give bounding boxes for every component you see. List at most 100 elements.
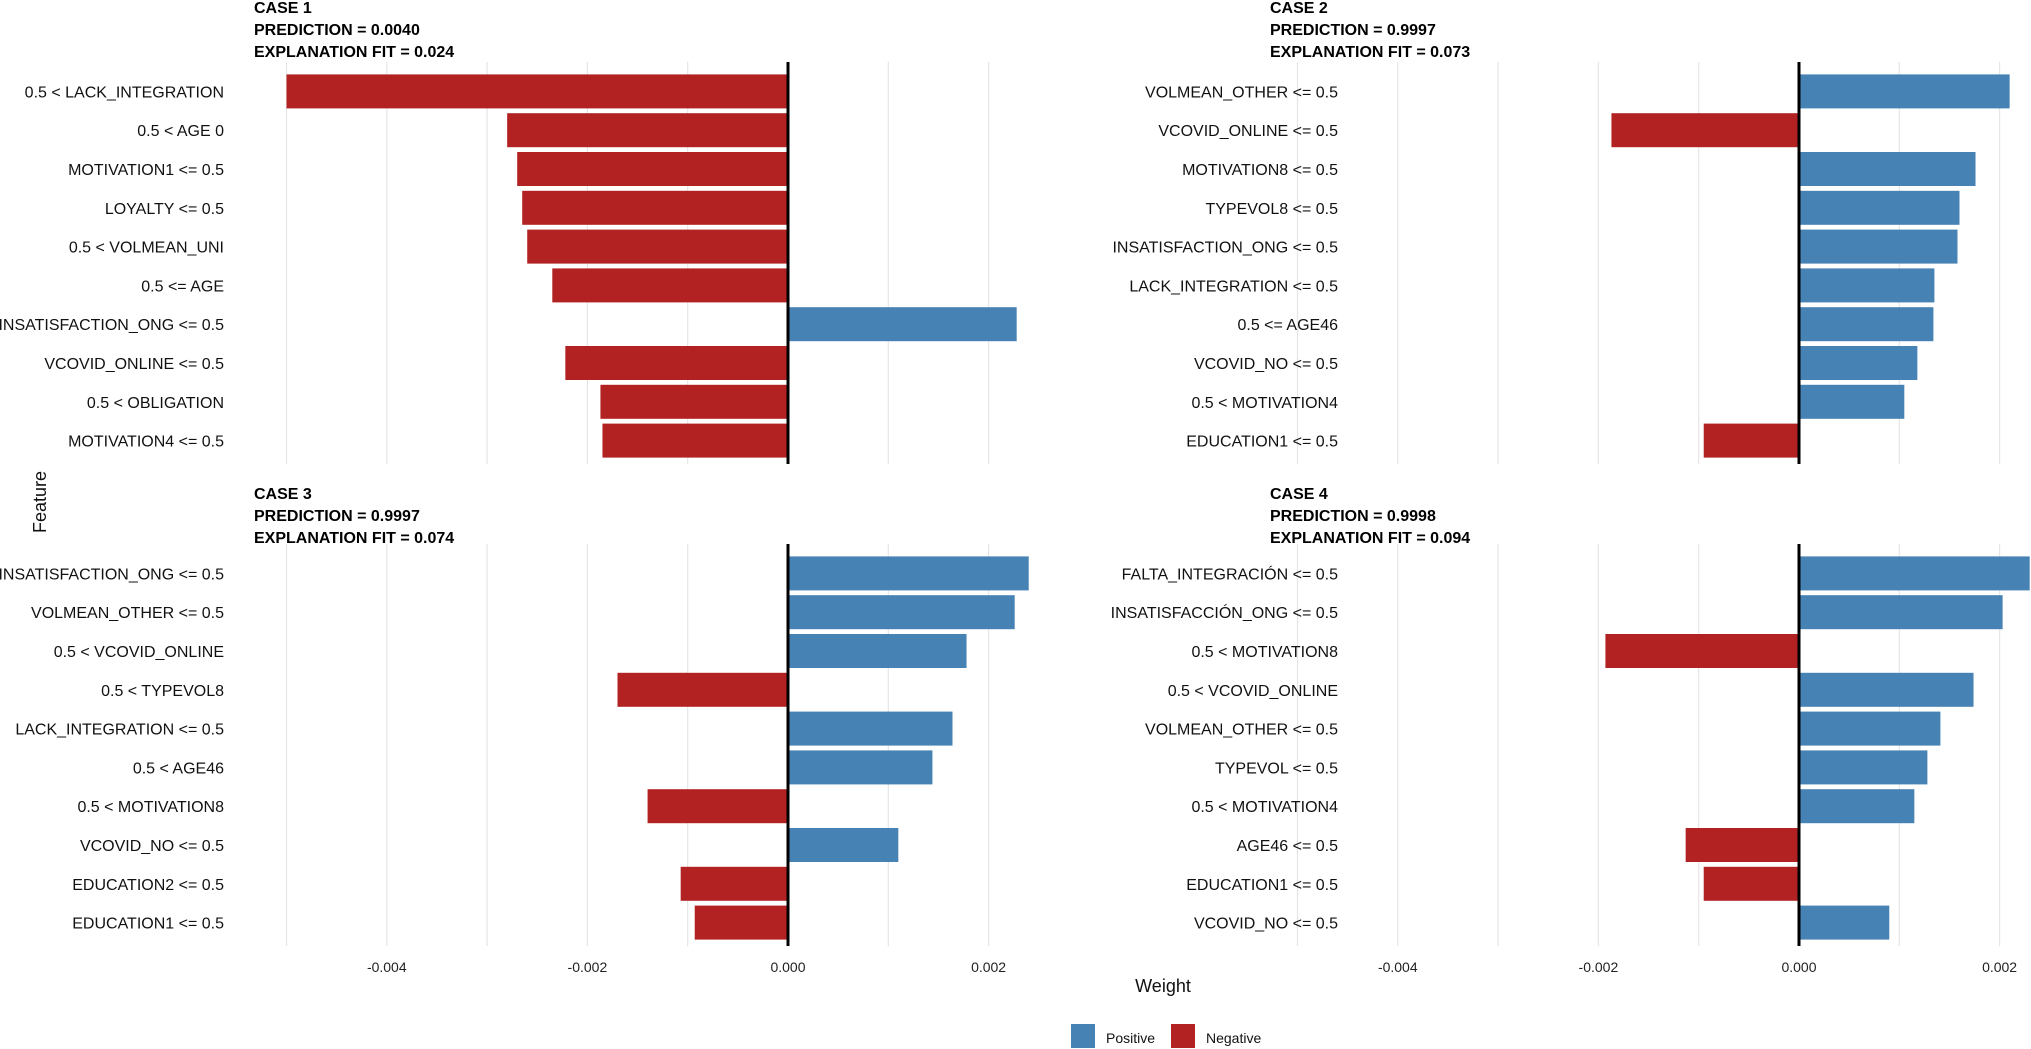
bar-positive [1799, 229, 1958, 264]
bar-positive [1799, 190, 1960, 225]
bar-positive [788, 750, 933, 785]
category-label: LACK_INTEGRATION <= 0.5 [1129, 278, 1338, 295]
panel-2-title-line-2: PREDICTION = 0.9997 [1270, 22, 1436, 39]
panel-4-title-line-3: EXPLANATION FIT = 0.094 [1270, 530, 1470, 547]
category-label: LOYALTY <= 0.5 [105, 201, 224, 218]
category-label: 0.5 < MOTIVATION8 [1191, 644, 1338, 661]
bar-positive [1799, 152, 1976, 186]
panel-4-title-line-1: CASE 4 [1270, 486, 1328, 503]
category-label: 0.5 <= AGE46 [1237, 317, 1338, 334]
category-label: 0.5 < MOTIVATION4 [1191, 799, 1338, 816]
panel-3-plot: INSATISFACTION_ONG <= 0.5 VOLMEAN_OTHER <… [0, 544, 1029, 975]
category-label: TYPEVOL8 <= 0.5 [1205, 201, 1338, 218]
bar-positive [1799, 750, 1928, 785]
panel-3-title-line-1: CASE 3 [254, 486, 312, 503]
legend-label-negative: Negative [1206, 1030, 1261, 1046]
bar-positive [788, 595, 1015, 630]
bar-positive [788, 556, 1029, 591]
category-label: VCOVID_ONLINE <= 0.5 [1158, 123, 1338, 140]
bar-negative [647, 789, 788, 824]
bar-negative [1605, 634, 1799, 668]
bar-positive [1799, 74, 2010, 109]
legend: Positive Negative [1071, 1024, 1261, 1048]
category-label: INSATISFACTION_ONG <= 0.5 [0, 317, 224, 334]
category-label: 0.5 < VCOVID_ONLINE [1168, 683, 1338, 700]
panel-1-plot: 0.5 < LACK_INTEGRATION 0.5 < AGE 0 MOTIVAT… [0, 62, 1017, 464]
category-label: LACK_INTEGRATION <= 0.5 [15, 722, 224, 739]
category-label: MOTIVATION8 <= 0.5 [1182, 162, 1338, 179]
panel-case-3: CASE 3 PREDICTION = 0.9997 EXPLANATION F… [254, 486, 454, 547]
bar-positive [1799, 346, 1918, 380]
bar-negative [1611, 113, 1799, 148]
bar-negative [602, 423, 788, 458]
bar-negative [286, 74, 788, 109]
bar-negative [1703, 423, 1799, 458]
category-label: VCOVID_NO <= 0.5 [1194, 916, 1338, 933]
panel-case-4: CASE 4 PREDICTION = 0.9998 EXPLANATION F… [1270, 486, 1470, 547]
panel-3-title-line-2: PREDICTION = 0.9997 [254, 508, 420, 525]
category-label: VOLMEAN_OTHER <= 0.5 [1145, 722, 1338, 739]
category-label: 0.5 < MOTIVATION4 [1191, 395, 1338, 412]
category-label: 0.5 < AGE46 [133, 760, 224, 777]
bar-positive [1799, 595, 2003, 630]
bar-positive [788, 307, 1017, 342]
category-label: INSATISFACTION_ONG <= 0.5 [0, 566, 224, 583]
category-label: 0.5 < TYPEVOL8 [101, 683, 224, 700]
category-label: VOLMEAN_OTHER <= 0.5 [1145, 84, 1338, 101]
category-label: 0.5 < OBLIGATION [87, 395, 224, 412]
bar-negative [527, 229, 788, 264]
category-label: VOLMEAN_OTHER <= 0.5 [31, 605, 224, 622]
bar-positive [788, 634, 967, 668]
bar-positive [1799, 672, 1974, 707]
category-label: VCOVID_NO <= 0.5 [80, 838, 224, 855]
bar-positive [1799, 384, 1905, 419]
category-label: INSATISFACTION_ONG <= 0.5 [1112, 240, 1338, 257]
x-tick-label: 0.002 [1982, 959, 2017, 975]
panel-case-2: CASE 2 PREDICTION = 0.9997 EXPLANATION F… [1270, 0, 1470, 61]
bar-negative [1685, 828, 1799, 862]
category-label: 0.5 <= AGE [141, 278, 224, 295]
category-label: AGE46 <= 0.5 [1237, 838, 1339, 855]
legend-label-positive: Positive [1106, 1030, 1155, 1046]
bar-positive [788, 711, 953, 746]
bar-positive [1799, 307, 1934, 342]
panel-2-title-line-3: EXPLANATION FIT = 0.073 [1270, 44, 1470, 61]
panel-1-title-line-3: EXPLANATION FIT = 0.024 [254, 44, 454, 61]
panel-2-plot: VOLMEAN_OTHER <= 0.5 VCOVID_ONLINE <= 0.5… [1112, 62, 2010, 464]
x-axis-title: Weight [1135, 976, 1191, 996]
bar-positive [1799, 268, 1935, 303]
x-tick-label: -0.002 [568, 959, 608, 975]
category-label: MOTIVATION4 <= 0.5 [68, 434, 224, 451]
bar-negative [522, 190, 788, 225]
category-label: 0.5 < MOTIVATION8 [77, 799, 224, 816]
category-label: VCOVID_NO <= 0.5 [1194, 356, 1338, 373]
panel-4-title-line-2: PREDICTION = 0.9998 [1270, 508, 1436, 525]
bar-negative [1703, 866, 1799, 901]
bar-negative [517, 152, 788, 186]
legend-swatch-negative [1171, 1024, 1195, 1048]
y-axis-title: Feature [30, 471, 50, 533]
bar-negative [617, 672, 788, 707]
category-label: TYPEVOL <= 0.5 [1215, 760, 1338, 777]
x-tick-label: 0.000 [770, 959, 805, 975]
bar-positive [1799, 905, 1890, 940]
category-label: 0.5 < VCOVID_ONLINE [54, 644, 224, 661]
x-tick-label: -0.004 [1378, 959, 1418, 975]
category-label: VCOVID_ONLINE <= 0.5 [44, 356, 224, 373]
category-label: 0.5 < VOLMEAN_UNI [69, 240, 224, 257]
bar-positive [788, 828, 899, 862]
x-tick-label: 0.002 [971, 959, 1006, 975]
category-label: EDUCATION1 <= 0.5 [1186, 877, 1338, 894]
category-label: EDUCATION2 <= 0.5 [72, 877, 224, 894]
bar-positive [1799, 789, 1915, 824]
category-label: MOTIVATION1 <= 0.5 [68, 162, 224, 179]
x-tick-label: -0.004 [367, 959, 407, 975]
panel-3-title-line-3: EXPLANATION FIT = 0.074 [254, 530, 454, 547]
x-tick-label: -0.002 [1579, 959, 1619, 975]
panel-2-title-line-1: CASE 2 [1270, 0, 1328, 17]
bar-negative [552, 268, 788, 303]
category-label: 0.5 < AGE 0 [137, 123, 224, 140]
category-label: FALTA_INTEGRACIÓN <= 0.5 [1122, 564, 1338, 583]
bar-positive [1799, 711, 1941, 746]
